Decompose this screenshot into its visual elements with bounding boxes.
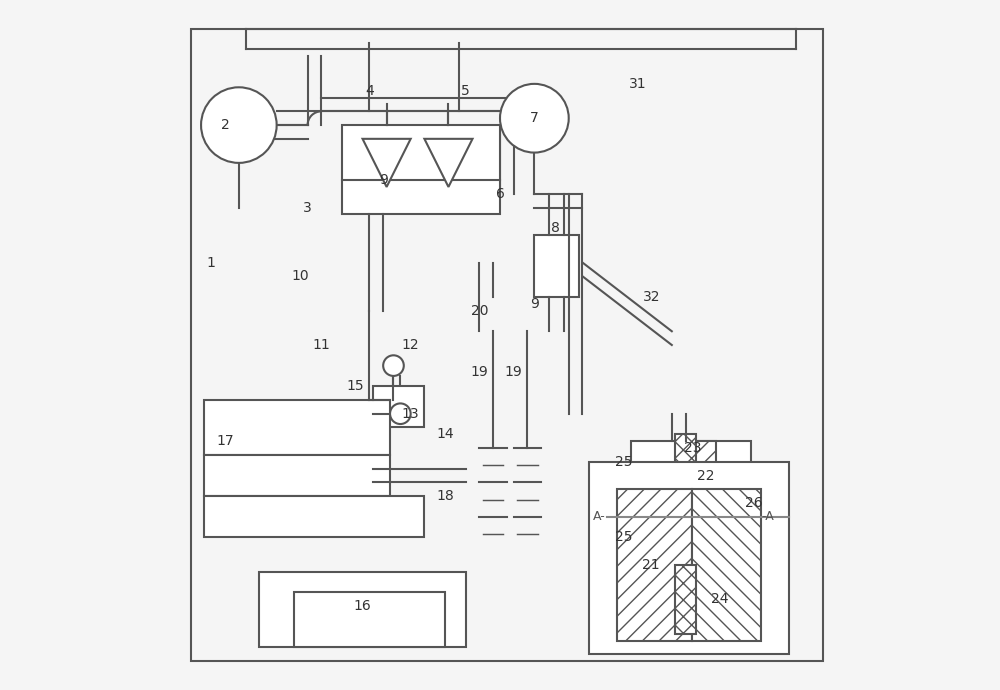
- Bar: [259, 572, 466, 647]
- Circle shape: [390, 404, 411, 424]
- Text: 23: 23: [684, 441, 701, 455]
- Text: -A: -A: [761, 510, 774, 523]
- Text: 25: 25: [615, 455, 632, 469]
- Text: 6: 6: [496, 187, 504, 201]
- Text: 25: 25: [615, 531, 632, 544]
- Text: 17: 17: [216, 434, 234, 448]
- Circle shape: [500, 84, 569, 152]
- Text: 26: 26: [745, 496, 763, 510]
- Text: 24: 24: [711, 592, 729, 607]
- Bar: [204, 455, 390, 496]
- Text: 9: 9: [530, 297, 539, 310]
- Text: 20: 20: [471, 304, 488, 317]
- Text: 11: 11: [312, 338, 330, 352]
- Text: 13: 13: [402, 406, 419, 421]
- Bar: [534, 235, 579, 297]
- Text: 32: 32: [642, 290, 660, 304]
- Bar: [692, 489, 761, 640]
- Text: 9: 9: [379, 173, 388, 187]
- Text: 10: 10: [292, 269, 310, 284]
- Text: 14: 14: [436, 427, 454, 442]
- Bar: [294, 593, 445, 647]
- Text: 19: 19: [471, 366, 488, 380]
- Bar: [204, 496, 424, 538]
- Bar: [373, 386, 424, 428]
- Bar: [204, 400, 390, 455]
- Text: 2: 2: [221, 118, 229, 132]
- Bar: [617, 489, 692, 640]
- Bar: [589, 462, 789, 654]
- Text: 18: 18: [436, 489, 454, 503]
- Text: 31: 31: [629, 77, 646, 91]
- Text: 1: 1: [207, 255, 216, 270]
- Polygon shape: [363, 139, 411, 187]
- Bar: [631, 441, 751, 482]
- Bar: [342, 125, 500, 215]
- Text: 21: 21: [642, 558, 660, 572]
- Text: 7: 7: [530, 111, 539, 125]
- Circle shape: [383, 355, 404, 376]
- Text: 8: 8: [551, 221, 559, 235]
- Text: 12: 12: [402, 338, 419, 352]
- Text: 22: 22: [697, 469, 715, 482]
- Text: 5: 5: [461, 83, 470, 98]
- Bar: [675, 565, 696, 633]
- Bar: [675, 434, 696, 482]
- Text: 4: 4: [365, 83, 374, 98]
- Text: 19: 19: [505, 366, 523, 380]
- Text: 15: 15: [347, 380, 364, 393]
- Text: 3: 3: [303, 201, 312, 215]
- Circle shape: [201, 88, 277, 163]
- Bar: [689, 441, 716, 482]
- Text: A-: A-: [593, 510, 606, 523]
- Text: 16: 16: [354, 599, 371, 613]
- Polygon shape: [424, 139, 473, 187]
